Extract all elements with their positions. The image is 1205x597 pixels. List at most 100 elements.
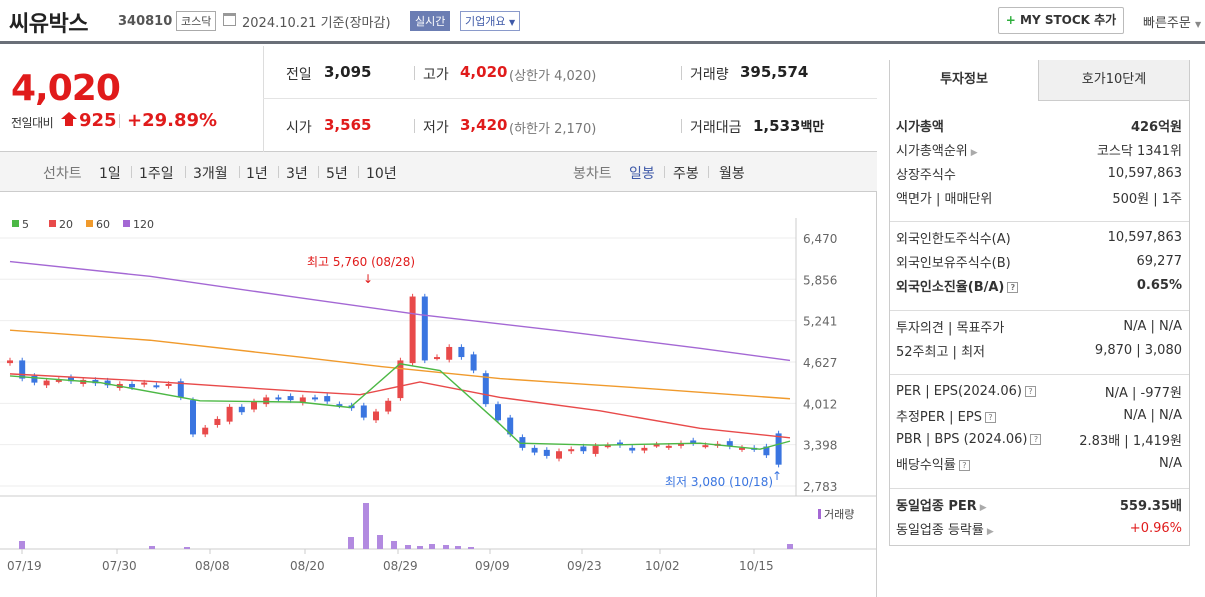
info-label: 추정PER | EPS? [896,406,996,425]
quick-order-button[interactable]: 빠른주문 ▼ [1143,16,1202,31]
legend-swatch [123,220,130,227]
company-overview-button[interactable]: 기업개요 ▼ [460,11,521,31]
candle-body [763,446,770,456]
candle-body [446,346,453,360]
legend-label: 60 [96,218,110,231]
candle-body [385,400,392,412]
info-row: 액면가 | 매매단위 500원 | 1주 [896,185,1182,209]
low-value: 3,420 [460,116,508,134]
help-icon[interactable]: ? [1024,385,1036,397]
open-label: 시가 [286,120,312,136]
candle-body [263,397,270,405]
volume-bar [429,544,435,549]
x-tick-label: 08/20 [290,559,325,573]
help-icon[interactable]: ? [1007,281,1019,293]
tab-line-4[interactable]: 3년 [286,166,308,182]
help-icon[interactable]: ? [1030,433,1042,445]
help-icon[interactable]: ? [958,459,970,471]
tab-line-0[interactable]: 1일 [99,166,121,182]
candle-body [592,445,599,454]
candle-body [275,397,282,400]
divider [263,98,877,99]
change-percent: +29.89% [127,110,218,131]
candle-body [299,397,306,403]
tab-candle-2[interactable]: 월봉 [719,166,745,182]
volume-bar [184,547,190,549]
legend-label: 20 [59,218,73,231]
divider [890,488,1189,489]
high-value: 4,020 [460,63,508,81]
info-row: 투자의견 | 목표주가 N/A | N/A [896,314,1182,338]
low-annotation: 최저 3,080 (10/18) [665,475,773,489]
prev-close-value: 3,095 [324,63,372,81]
candle-body [397,360,404,399]
x-tick-label: 10/15 [739,559,774,573]
info-value: N/A [1159,455,1182,471]
candle-chart-label: 봉차트 [573,166,612,182]
upper-limit: (상한가 4,020) [509,69,597,84]
info-label: 액면가 | 매매단위 [896,188,992,207]
info-label-text: 투자의견 | 목표주가 [896,320,1005,336]
tab-divider [131,166,132,178]
tab-line-5[interactable]: 5년 [326,166,348,182]
info-row: PER | EPS(2024.06)? N/A | -977원 [896,379,1182,403]
high-annotation: 최고 5,760 (08/28) [307,255,415,269]
tab-line-1[interactable]: 1주일 [139,166,174,182]
volume-bar [19,541,25,549]
info-label-text: 시가총액순위 [896,143,968,159]
tab-order-book[interactable]: 호가10단계 [1039,60,1189,101]
volume-label: 거래량 [824,508,854,521]
volume-label: 거래량 [690,67,729,83]
up-arrow-icon [61,112,77,126]
tab-divider [708,166,709,178]
volume-bar [348,537,354,549]
info-value: +0.96% [1129,520,1182,536]
candle-body [68,377,74,382]
info-value: 0.65% [1136,277,1182,293]
x-tick-label: 10/02 [645,559,680,573]
tab-candle-0[interactable]: 일봉 [629,166,655,182]
candle-body [629,447,636,451]
price-chart[interactable]: 5 20 60 120 6,470 5,856 5,241 4,627 4,012 3,398 2,… [0,192,877,597]
tab-candle-1[interactable]: 주봉 [673,166,699,182]
candle-body [202,427,209,435]
help-icon[interactable]: ? [984,411,996,423]
info-label-text: 외국인보유주식수(B) [896,255,1011,271]
info-value: 69,277 [1136,253,1183,269]
tab-divider [664,166,665,178]
realtime-button[interactable]: 실시간 [410,11,451,31]
info-row: 동일업종 등락률 ▶ +0.96% [896,516,1182,540]
candle-body [153,385,160,388]
candle-body [19,360,26,379]
info-label: 52주최고 | 최저 [896,341,985,360]
tab-line-2[interactable]: 3개월 [193,166,228,182]
info-label-text: 52주최고 | 최저 [896,344,985,360]
info-row: 외국인보유주식수(B) 69,277 [896,249,1182,273]
candle-body [653,444,660,447]
change-label: 전일대비 [11,116,54,130]
y-tick-label: 4,627 [803,356,837,370]
info-label[interactable]: 동일업종 등락률 ▶ [896,519,994,538]
legend-swatch [818,509,821,519]
candle-body [568,449,575,452]
info-label[interactable]: 동일업종 PER ▶ [896,495,987,514]
candle-body [434,357,440,360]
candle-body [177,381,184,398]
info-label[interactable]: 시가총액순위 ▶ [896,140,978,159]
x-tick-label: 07/30 [102,559,137,573]
info-row: 52주최고 | 최저 9,870 | 3,080 [896,338,1182,362]
tab-line-6[interactable]: 10년 [366,166,397,182]
info-label: PBR | BPS (2024.06)? [896,432,1042,447]
tab-investment-info[interactable]: 투자정보 [890,60,1039,101]
info-label-text: 배당수익률 [896,457,956,473]
candle-body [690,440,697,444]
divider [414,119,415,133]
x-tick-label: 08/29 [383,559,418,573]
info-label: 외국인한도주식수(A) [896,228,1011,247]
info-label-text: 추정PER | EPS [896,409,982,425]
mystock-add-button[interactable]: + MY STOCK 추가 [998,7,1124,34]
candle-body [43,380,50,386]
tab-line-3[interactable]: 1년 [246,166,268,182]
candle-body [665,445,672,448]
stock-header [0,0,1205,44]
